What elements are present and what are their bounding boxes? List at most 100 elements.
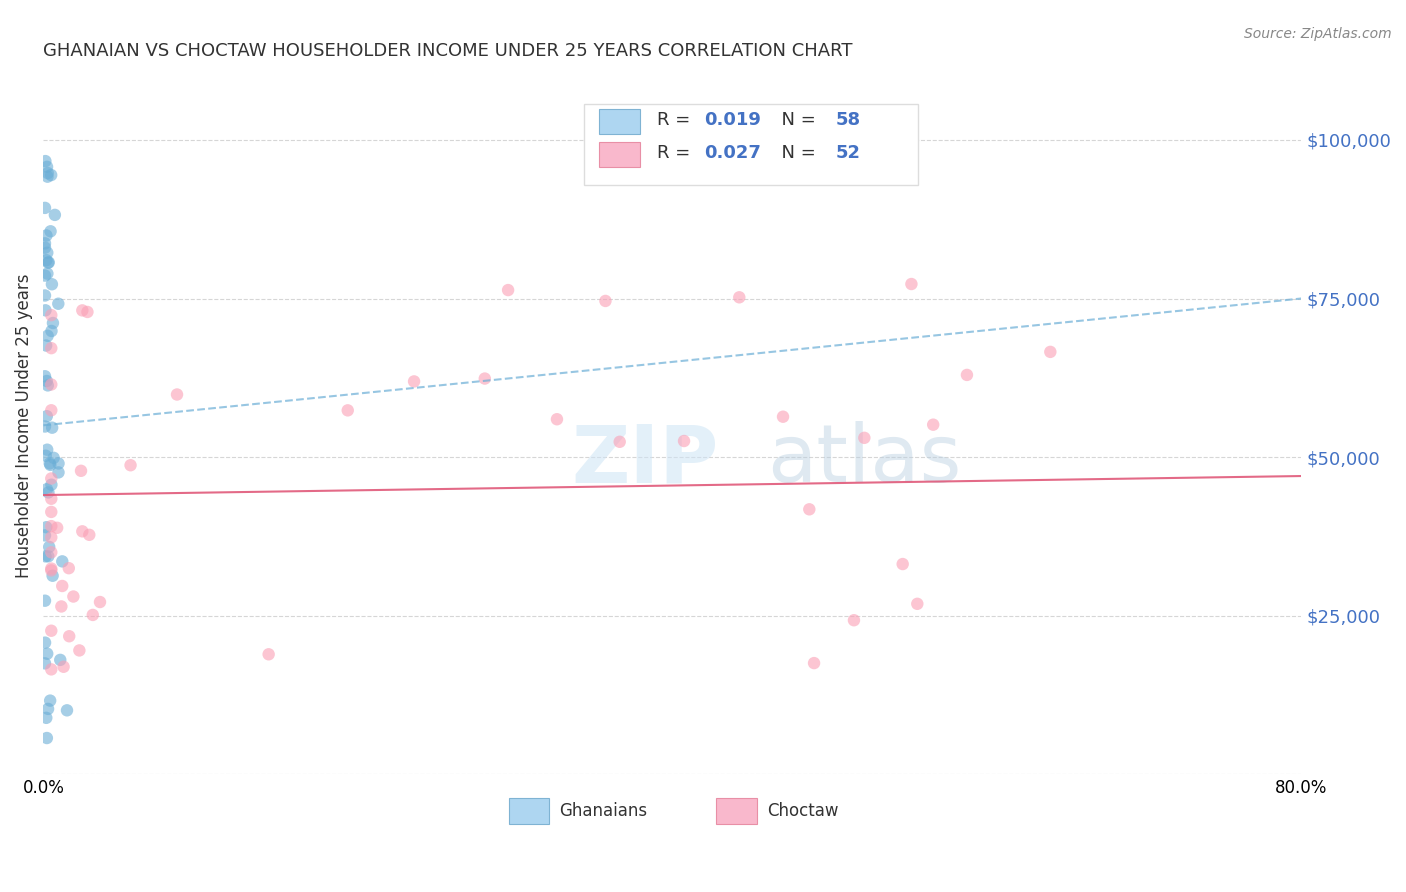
Point xyxy=(35,409,58,424)
Point xyxy=(34,635,56,649)
Point xyxy=(38,540,60,554)
Point xyxy=(39,662,62,676)
Point xyxy=(39,561,62,575)
Point xyxy=(1039,344,1062,359)
Point xyxy=(39,564,62,578)
Text: Choctaw: Choctaw xyxy=(766,802,838,820)
Point xyxy=(166,387,188,401)
Point xyxy=(39,471,62,485)
Point xyxy=(56,703,79,717)
Point xyxy=(34,201,56,215)
Point xyxy=(35,374,58,388)
Point xyxy=(39,693,62,707)
Point xyxy=(34,303,56,318)
Text: N =: N = xyxy=(770,111,823,128)
Point xyxy=(900,277,922,291)
Point xyxy=(34,528,56,542)
Point xyxy=(37,169,59,184)
Point xyxy=(38,456,60,470)
Point xyxy=(34,154,56,169)
Point xyxy=(37,702,59,716)
Point xyxy=(728,290,751,304)
Point xyxy=(34,657,56,671)
Point xyxy=(35,338,58,352)
Text: R =: R = xyxy=(657,111,696,128)
Point xyxy=(39,545,62,559)
Text: Ghanaians: Ghanaians xyxy=(560,802,647,820)
Text: 0.019: 0.019 xyxy=(704,111,761,128)
Point xyxy=(41,420,63,434)
Point xyxy=(37,442,59,457)
Point xyxy=(70,464,93,478)
Point xyxy=(34,236,56,251)
Point xyxy=(853,431,876,445)
Point xyxy=(35,482,58,496)
Bar xyxy=(599,142,640,168)
Text: 0.027: 0.027 xyxy=(704,145,761,162)
Point xyxy=(799,502,821,516)
Point xyxy=(922,417,945,432)
Point xyxy=(842,613,865,627)
Point xyxy=(39,505,62,519)
Point xyxy=(35,228,58,243)
Point xyxy=(34,549,56,564)
Point xyxy=(39,624,62,638)
Point xyxy=(62,590,84,604)
Point xyxy=(37,166,59,180)
Bar xyxy=(717,797,756,824)
Point xyxy=(34,241,56,255)
Text: N =: N = xyxy=(770,145,823,162)
Point xyxy=(79,528,101,542)
Point xyxy=(42,450,65,465)
Point xyxy=(41,277,63,292)
Point xyxy=(76,305,98,319)
Point xyxy=(673,434,696,448)
Point xyxy=(772,409,794,424)
Point xyxy=(67,643,90,657)
Point xyxy=(39,403,62,417)
FancyBboxPatch shape xyxy=(585,104,918,185)
Point xyxy=(89,595,111,609)
Point xyxy=(39,458,62,472)
Text: 52: 52 xyxy=(835,145,860,162)
Point xyxy=(42,316,65,330)
Point xyxy=(39,519,62,533)
Point xyxy=(46,521,69,535)
Point xyxy=(34,288,56,302)
Point xyxy=(44,208,66,222)
Point xyxy=(37,328,59,343)
Point xyxy=(58,561,80,575)
Point xyxy=(37,549,59,564)
Point xyxy=(35,449,58,463)
Y-axis label: Householder Income Under 25 years: Householder Income Under 25 years xyxy=(15,273,32,577)
Point xyxy=(496,283,519,297)
Point xyxy=(257,648,280,662)
Point xyxy=(41,324,63,338)
Point xyxy=(956,368,979,382)
Point xyxy=(595,293,617,308)
Text: atlas: atlas xyxy=(766,421,962,500)
Point xyxy=(35,160,58,174)
Point xyxy=(336,403,359,417)
Point xyxy=(37,255,59,269)
Point xyxy=(39,308,62,322)
Point xyxy=(58,629,80,643)
Point xyxy=(72,524,94,539)
Point xyxy=(546,412,568,426)
Point xyxy=(474,371,496,385)
Text: Source: ZipAtlas.com: Source: ZipAtlas.com xyxy=(1244,27,1392,41)
Point xyxy=(609,434,631,449)
Bar xyxy=(599,109,640,134)
Point xyxy=(35,711,58,725)
Point xyxy=(52,659,75,673)
Point xyxy=(39,168,62,182)
Point xyxy=(34,369,56,384)
Point xyxy=(37,245,59,260)
Point xyxy=(72,303,94,318)
Point xyxy=(34,268,56,283)
Text: 58: 58 xyxy=(835,111,860,128)
Point xyxy=(46,297,69,311)
Point xyxy=(905,597,928,611)
Point xyxy=(41,477,63,491)
Bar xyxy=(509,797,550,824)
